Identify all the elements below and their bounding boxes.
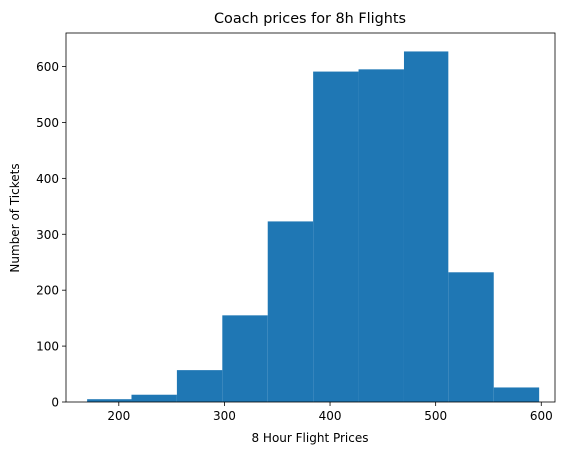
x-axis-label: 8 Hour Flight Prices [251, 431, 368, 445]
y-tick-label: 200 [36, 284, 59, 298]
x-tick-label: 500 [424, 409, 447, 423]
histogram-bar-5 [267, 221, 314, 402]
histogram-bar-9 [448, 272, 494, 402]
chart-title: Coach prices for 8h Flights [214, 11, 406, 27]
x-axis-ticks: 200 300 400 500 600 [107, 402, 553, 423]
y-tick-label: 0 [51, 396, 59, 410]
histogram-bar-7 [358, 69, 404, 402]
x-tick-label: 600 [530, 409, 553, 423]
y-axis-ticks: 0 100 200 300 400 500 600 [36, 60, 66, 410]
x-tick-label: 300 [213, 409, 236, 423]
histogram-bar-8 [403, 51, 449, 402]
histogram-bar-4 [222, 315, 268, 402]
y-tick-label: 600 [36, 60, 59, 74]
histogram-bar-2 [131, 394, 177, 402]
x-tick-label: 200 [107, 409, 130, 423]
plot-frame [65, 32, 556, 403]
y-tick-label: 500 [36, 116, 59, 130]
bars-group [87, 51, 540, 402]
histogram-bar-10 [493, 387, 540, 402]
y-tick-label: 400 [36, 172, 59, 186]
x-tick-label: 400 [319, 409, 342, 423]
y-tick-label: 100 [36, 340, 59, 354]
y-axis-label: Number of Tickets [8, 163, 22, 272]
histogram-bar-3 [176, 370, 223, 402]
y-tick-label: 300 [36, 228, 59, 242]
histogram-bar-1 [87, 399, 132, 402]
histogram-bar-6 [313, 71, 359, 402]
